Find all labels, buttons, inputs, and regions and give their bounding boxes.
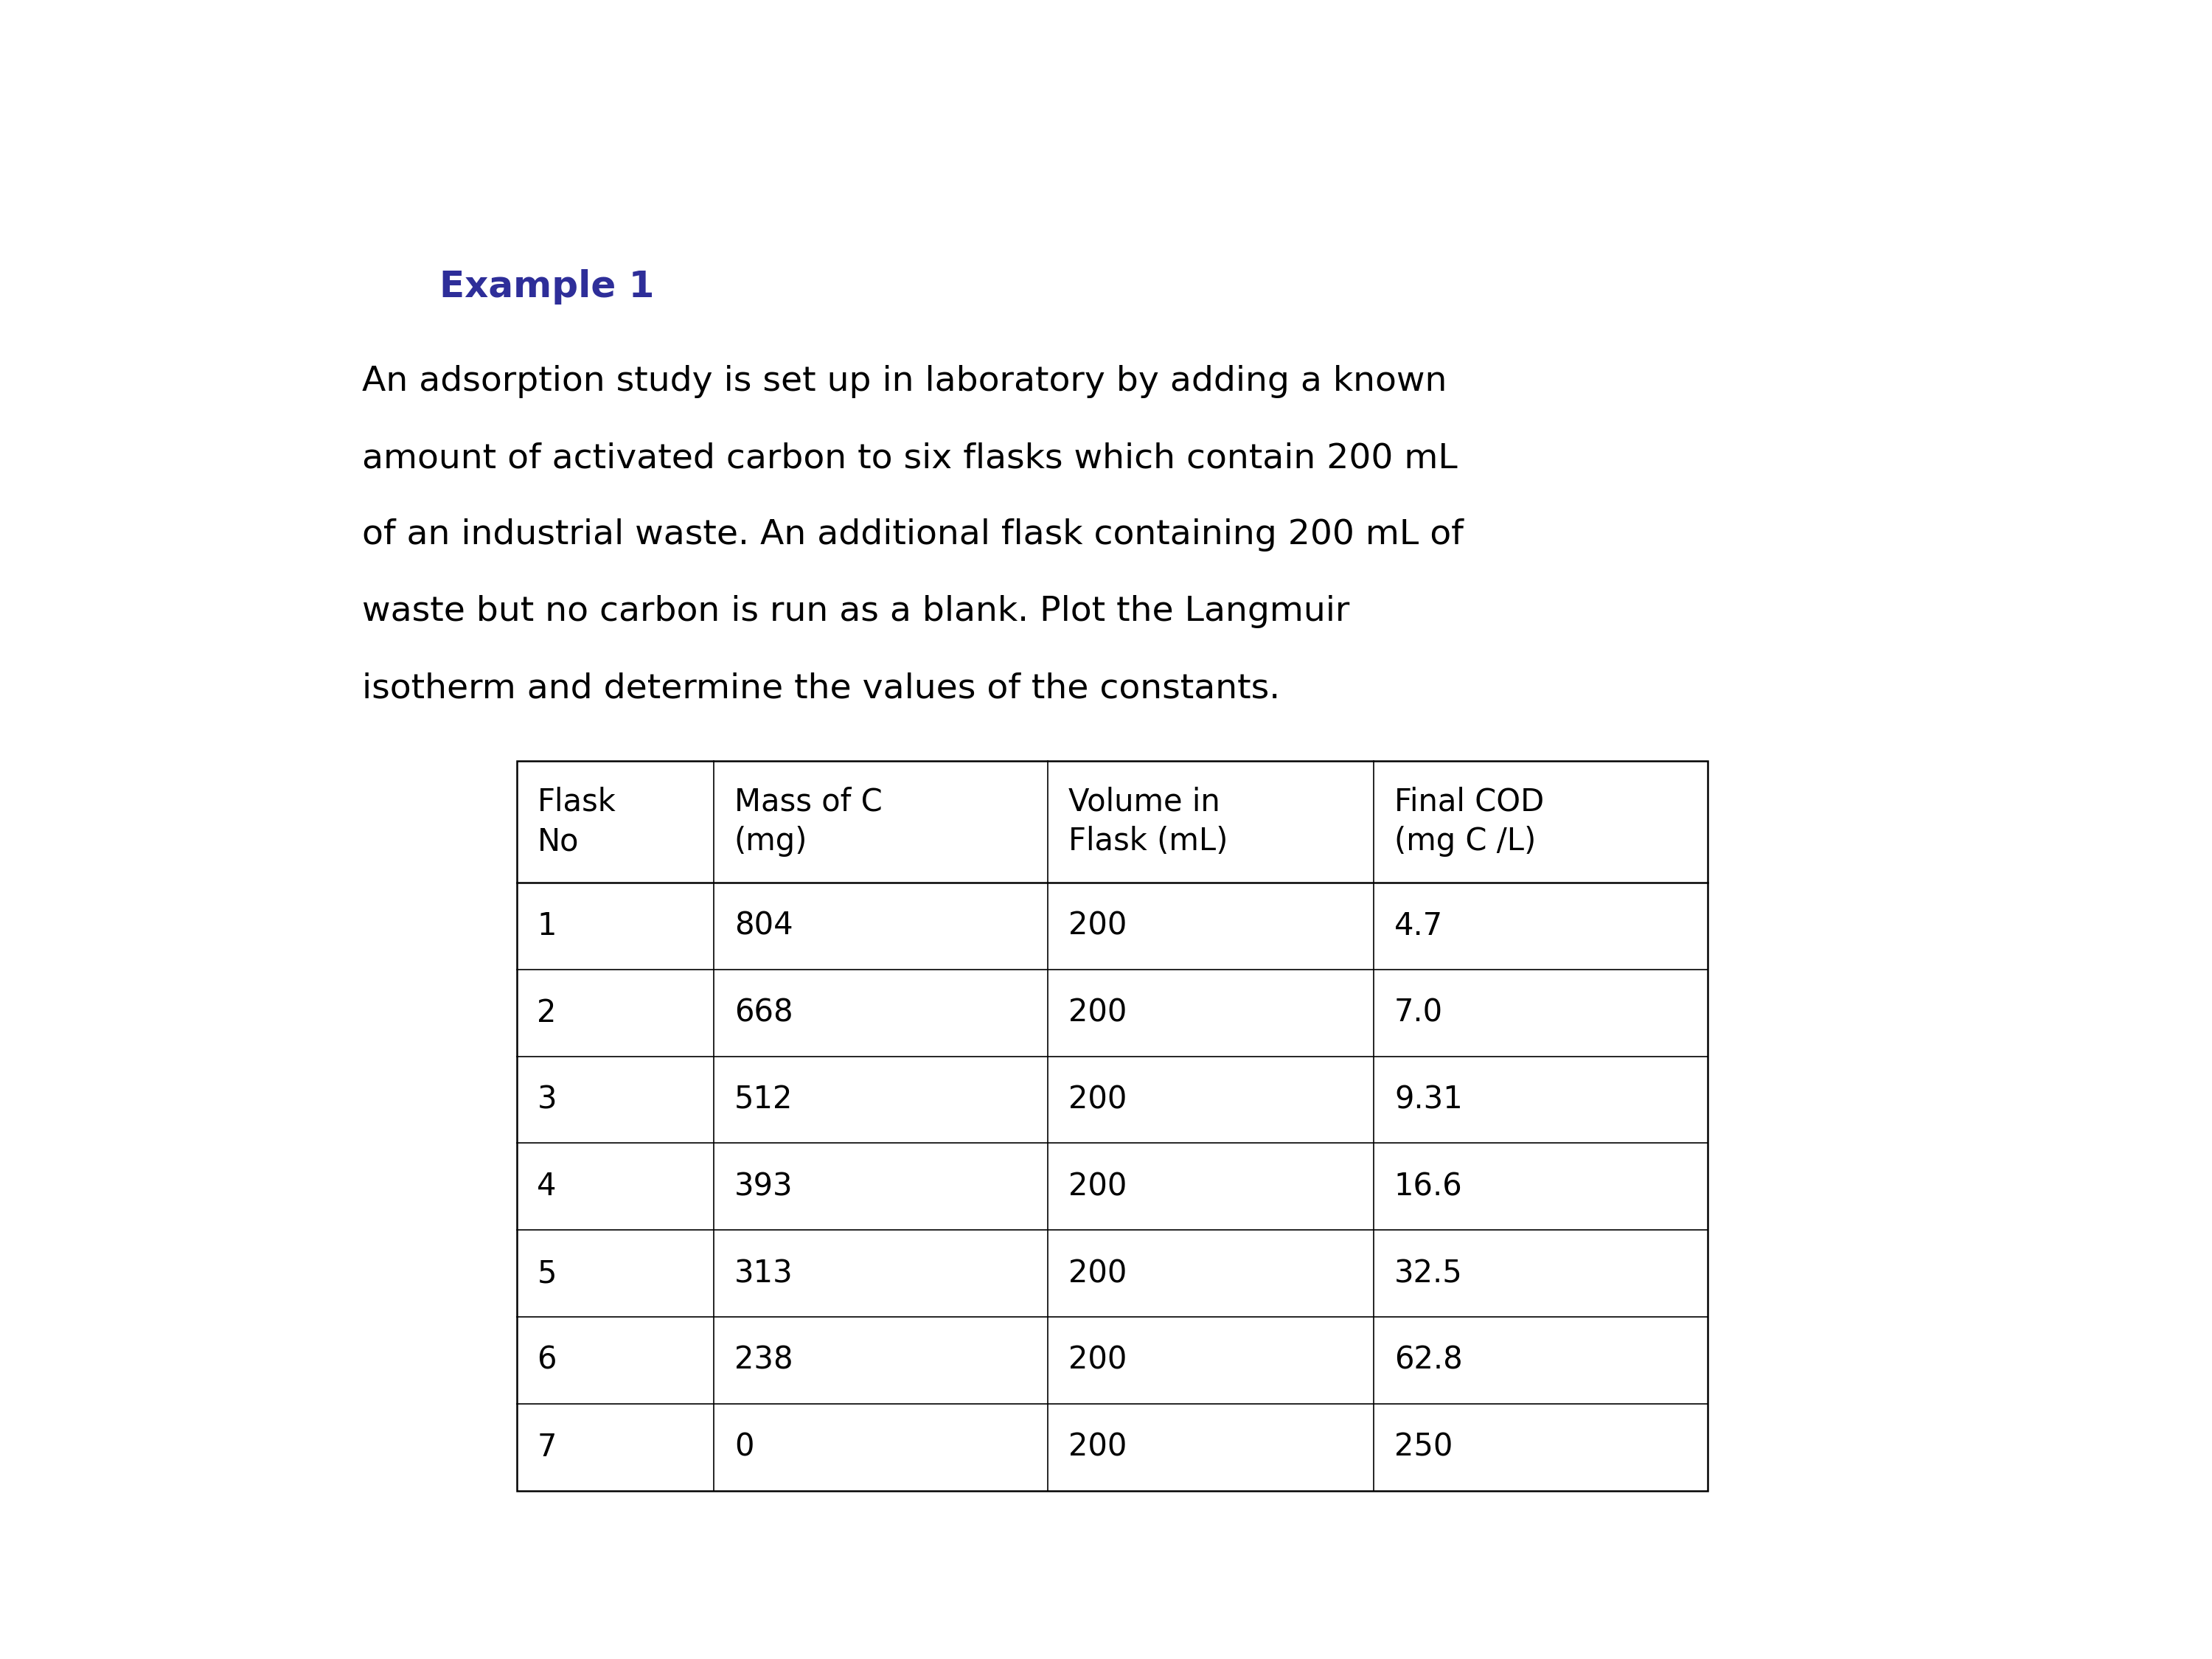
Text: 7: 7 xyxy=(538,1432,557,1463)
Text: Volume in
Flask (mL): Volume in Flask (mL) xyxy=(1068,786,1228,858)
Text: 668: 668 xyxy=(734,997,792,1029)
Text: 16.6: 16.6 xyxy=(1394,1171,1462,1203)
Text: 200: 200 xyxy=(1068,1171,1128,1203)
Text: Mass of C
(mg): Mass of C (mg) xyxy=(734,786,883,858)
Text: amount of activated carbon to six flasks which contain 200 mL: amount of activated carbon to six flasks… xyxy=(363,441,1458,474)
Text: 2: 2 xyxy=(538,997,557,1029)
Text: 9.31: 9.31 xyxy=(1394,1085,1462,1115)
Text: 804: 804 xyxy=(734,911,792,941)
Text: 512: 512 xyxy=(734,1085,792,1115)
Text: of an industrial waste. An additional flask containing 200 mL of: of an industrial waste. An additional fl… xyxy=(363,518,1464,551)
Text: 200: 200 xyxy=(1068,1258,1128,1289)
Text: 200: 200 xyxy=(1068,997,1128,1029)
Text: 0: 0 xyxy=(734,1432,754,1463)
Bar xyxy=(515,761,1708,1490)
Text: 200: 200 xyxy=(1068,1085,1128,1115)
Text: 238: 238 xyxy=(734,1345,792,1375)
Text: 5: 5 xyxy=(538,1258,557,1289)
Text: 393: 393 xyxy=(734,1171,792,1203)
Text: 32.5: 32.5 xyxy=(1394,1258,1462,1289)
Text: 4: 4 xyxy=(538,1171,557,1203)
Text: 200: 200 xyxy=(1068,1345,1128,1375)
Text: 3: 3 xyxy=(538,1085,557,1115)
Text: waste but no carbon is run as a blank. Plot the Langmuir: waste but no carbon is run as a blank. P… xyxy=(363,596,1349,629)
Text: 7.0: 7.0 xyxy=(1394,997,1442,1029)
Text: isotherm and determine the values of the constants.: isotherm and determine the values of the… xyxy=(363,672,1281,705)
Text: Final COD
(mg C /L): Final COD (mg C /L) xyxy=(1394,786,1544,858)
Text: Example 1: Example 1 xyxy=(440,269,655,305)
Text: 200: 200 xyxy=(1068,911,1128,941)
Text: 313: 313 xyxy=(734,1258,794,1289)
Text: 1: 1 xyxy=(538,911,557,941)
Text: 4.7: 4.7 xyxy=(1394,911,1442,941)
Text: An adsorption study is set up in laboratory by adding a known: An adsorption study is set up in laborat… xyxy=(363,365,1447,398)
Text: 200: 200 xyxy=(1068,1432,1128,1463)
Text: 6: 6 xyxy=(538,1345,557,1375)
Text: 62.8: 62.8 xyxy=(1394,1345,1462,1375)
Text: Flask
No: Flask No xyxy=(538,786,615,858)
Text: 250: 250 xyxy=(1394,1432,1453,1463)
